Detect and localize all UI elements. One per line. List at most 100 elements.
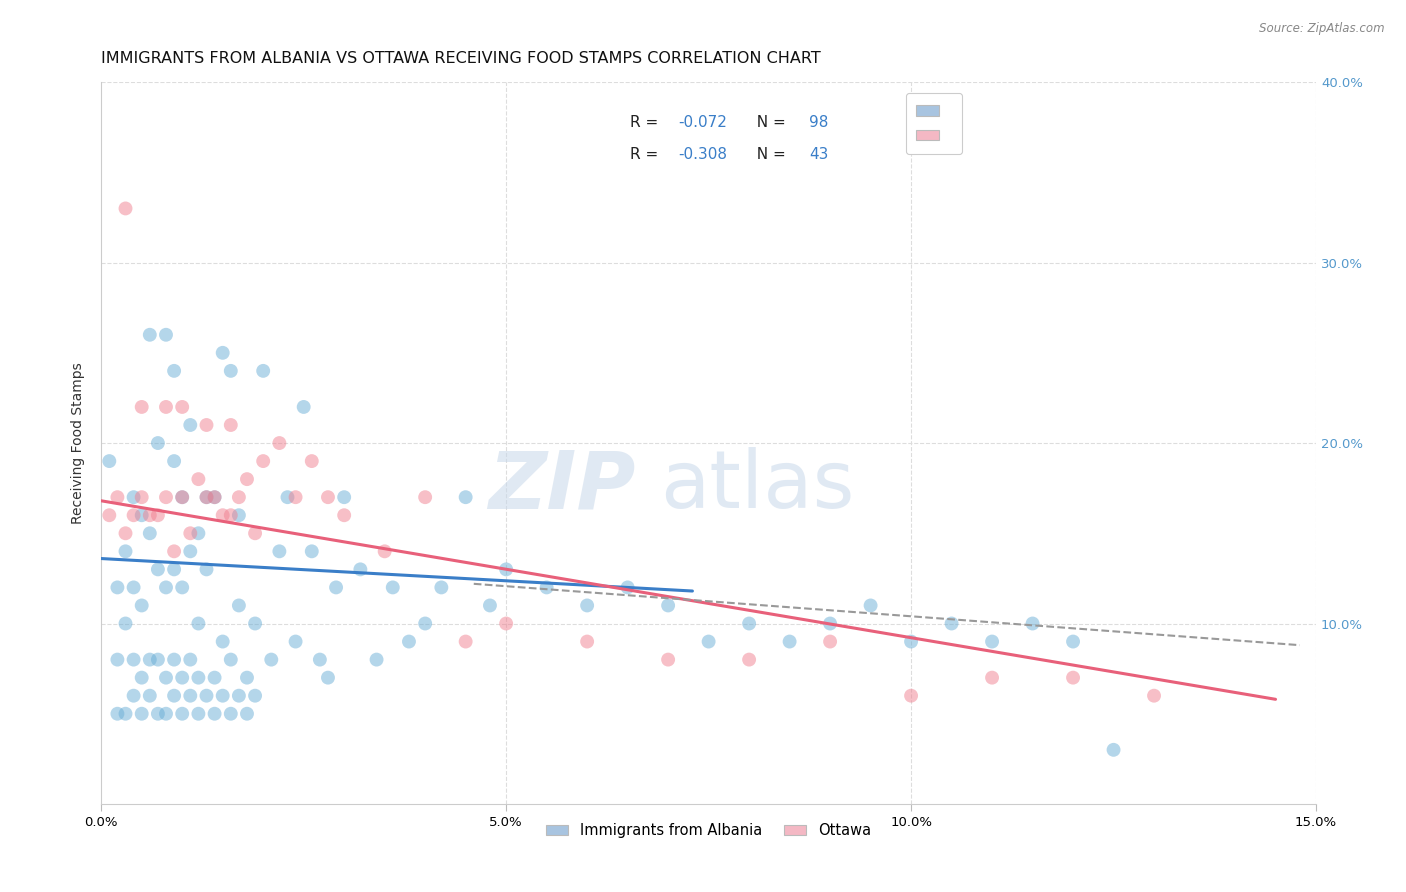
Point — [204, 490, 226, 504]
Point — [195, 417, 218, 432]
Point — [146, 436, 169, 450]
Point — [98, 508, 121, 523]
Point — [163, 689, 186, 703]
Point — [139, 526, 162, 541]
Point — [187, 671, 209, 685]
Point — [738, 652, 761, 666]
Legend: Immigrants from Albania, Ottawa: Immigrants from Albania, Ottawa — [541, 817, 876, 844]
Point — [122, 689, 145, 703]
Point — [228, 490, 250, 504]
Point — [139, 689, 162, 703]
Text: ZIP: ZIP — [488, 448, 636, 525]
Point — [146, 652, 169, 666]
Point — [163, 454, 186, 468]
Point — [187, 472, 209, 486]
Point — [172, 490, 194, 504]
Point — [374, 544, 396, 558]
Point — [131, 400, 153, 414]
Point — [211, 346, 233, 360]
Point — [309, 652, 332, 666]
Point — [536, 581, 558, 595]
Point — [228, 508, 250, 523]
Point — [122, 652, 145, 666]
Point — [981, 671, 1004, 685]
Point — [818, 616, 841, 631]
Point — [284, 634, 307, 648]
Point — [204, 706, 226, 721]
Point — [107, 706, 129, 721]
Point — [155, 490, 177, 504]
Point — [172, 706, 194, 721]
Point — [155, 706, 177, 721]
Point — [316, 671, 339, 685]
Point — [195, 562, 218, 576]
Point — [1062, 634, 1084, 648]
Point — [219, 508, 242, 523]
Point — [131, 508, 153, 523]
Point — [204, 671, 226, 685]
Point — [122, 508, 145, 523]
Point — [236, 671, 259, 685]
Point — [172, 400, 194, 414]
Point — [98, 454, 121, 468]
Y-axis label: Receiving Food Stamps: Receiving Food Stamps — [72, 362, 86, 524]
Point — [269, 436, 291, 450]
Point — [478, 599, 501, 613]
Point — [187, 616, 209, 631]
Point — [252, 364, 274, 378]
Point — [172, 581, 194, 595]
Point — [146, 706, 169, 721]
Point — [495, 562, 517, 576]
Text: N =: N = — [748, 115, 792, 130]
Point — [292, 400, 315, 414]
Point — [738, 616, 761, 631]
Point — [900, 634, 922, 648]
Point — [211, 634, 233, 648]
Point — [236, 706, 259, 721]
Point — [114, 544, 136, 558]
Point — [219, 417, 242, 432]
Point — [413, 490, 436, 504]
Point — [219, 652, 242, 666]
Point — [172, 671, 194, 685]
Point — [366, 652, 388, 666]
Point — [252, 454, 274, 468]
Point — [219, 364, 242, 378]
Point — [114, 706, 136, 721]
Point — [333, 490, 356, 504]
Point — [325, 581, 347, 595]
Point — [576, 634, 599, 648]
Text: -0.308: -0.308 — [678, 147, 727, 161]
Point — [139, 327, 162, 342]
Point — [131, 599, 153, 613]
Point — [195, 689, 218, 703]
Point — [155, 671, 177, 685]
Point — [107, 652, 129, 666]
Point — [131, 671, 153, 685]
Text: 98: 98 — [810, 115, 828, 130]
Point — [179, 652, 201, 666]
Point — [859, 599, 882, 613]
Text: R =: R = — [630, 115, 662, 130]
Point — [163, 562, 186, 576]
Point — [211, 689, 233, 703]
Point — [211, 508, 233, 523]
Point — [219, 706, 242, 721]
Point — [187, 706, 209, 721]
Point — [333, 508, 356, 523]
Point — [179, 417, 201, 432]
Text: -0.072: -0.072 — [678, 115, 727, 130]
Point — [146, 508, 169, 523]
Text: R =: R = — [630, 147, 662, 161]
Point — [114, 202, 136, 216]
Point — [139, 508, 162, 523]
Point — [576, 599, 599, 613]
Point — [204, 490, 226, 504]
Point — [1021, 616, 1043, 631]
Point — [179, 544, 201, 558]
Point — [430, 581, 453, 595]
Text: 43: 43 — [810, 147, 828, 161]
Point — [243, 616, 266, 631]
Point — [163, 544, 186, 558]
Point — [187, 526, 209, 541]
